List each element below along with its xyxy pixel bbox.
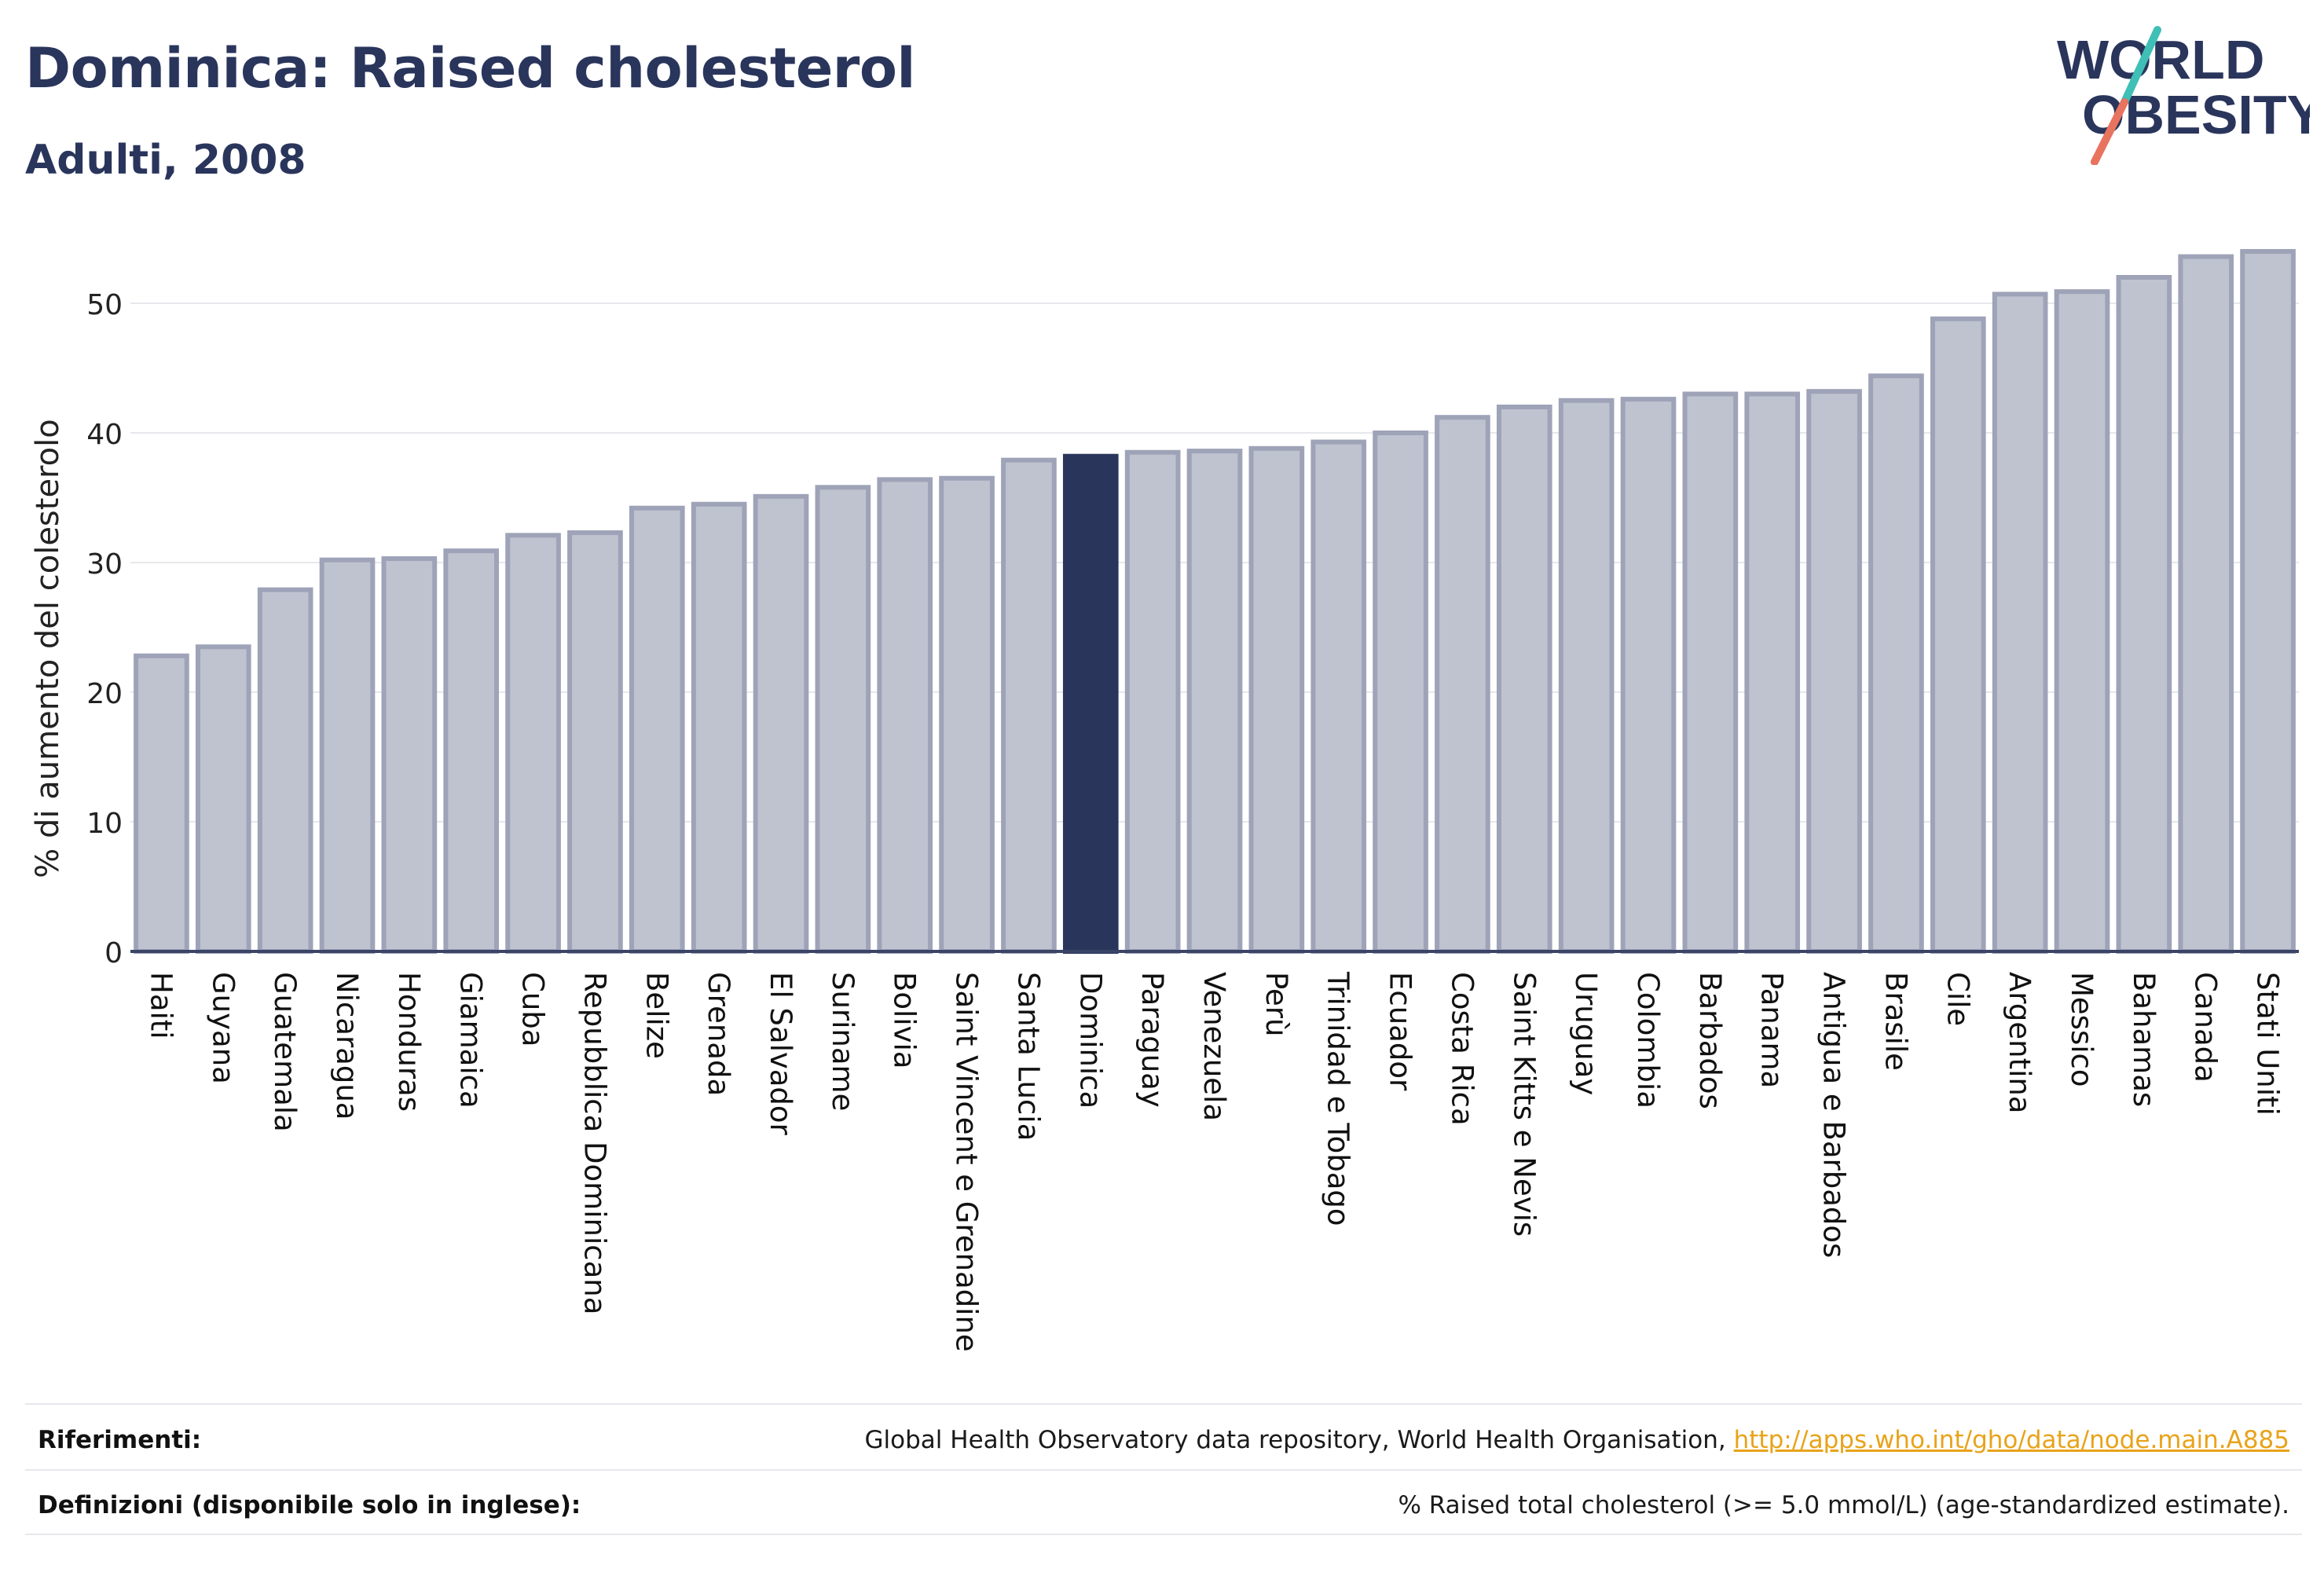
bar <box>2240 249 2296 954</box>
y-tick-label: 10 <box>86 808 123 840</box>
x-tick-label: Barbados <box>1693 972 1727 1109</box>
chart-subtitle: Adulti, 2008 <box>25 137 306 184</box>
bar <box>2116 275 2172 954</box>
footer-divider-middle <box>25 1469 2302 1471</box>
bar <box>567 530 623 954</box>
x-tick-label: Colombia <box>1631 972 1665 1109</box>
bar <box>1310 439 1367 954</box>
bar <box>319 557 376 954</box>
references-label: Riferimenti: <box>38 1426 202 1454</box>
bar <box>1558 398 1615 954</box>
bar <box>1186 449 1243 954</box>
x-tick-label: Venezuela <box>1197 972 1231 1121</box>
logo-word-world: WORLD <box>2057 29 2264 90</box>
x-tick-label: Santa Lucia <box>1011 972 1045 1141</box>
x-tick-label: Giamaica <box>454 972 488 1109</box>
y-axis-title: % di aumento del colesterolo <box>30 419 66 878</box>
bar <box>691 501 747 954</box>
bar <box>1868 373 1924 954</box>
footer-divider-bottom <box>25 1534 2302 1535</box>
bar <box>753 493 809 954</box>
definitions-text: % Raised total cholesterol (>= 5.0 mmol/… <box>1398 1491 2289 1519</box>
x-tick-label: Cile <box>1941 972 1974 1026</box>
x-tick-label: Saint Kitts e Nevis <box>1507 972 1541 1237</box>
bar <box>505 533 561 954</box>
world-obesity-logo: WORLD OBESITY <box>2057 26 2310 165</box>
bar <box>1806 389 1862 954</box>
bar <box>195 644 251 954</box>
x-tick-label: Trinidad e Tobago <box>1321 971 1355 1226</box>
bar <box>1001 457 1057 954</box>
x-tick-label: Canada <box>2189 972 2223 1083</box>
bar <box>1744 391 1801 954</box>
x-tick-label: Uruguay <box>1569 972 1603 1095</box>
bar <box>1435 415 1490 954</box>
bar <box>2054 289 2110 954</box>
bar-highlighted <box>1062 453 1119 954</box>
x-tick-label: Antigua e Barbados <box>1817 972 1851 1258</box>
footer-divider-top <box>25 1403 2302 1405</box>
references-text: Global Health Observatory data repositor… <box>865 1426 2289 1454</box>
bar <box>1930 316 1986 954</box>
bar <box>1496 405 1552 954</box>
x-tick-label: Dominica <box>1073 972 1107 1109</box>
logo-slash-teal <box>2121 26 2161 106</box>
x-tick-label: Costa Rica <box>1445 972 1479 1126</box>
bar <box>1124 449 1181 954</box>
bar <box>1620 397 1677 955</box>
x-tick-label: El Salvador <box>764 972 797 1136</box>
x-tick-label: Cuba <box>516 972 550 1046</box>
bar-chart: 0 10 20 30 40 50 % di aumento del colesterolo H… <box>30 249 2299 1352</box>
logo-slash-coral <box>2091 98 2128 165</box>
bar <box>134 653 189 954</box>
x-tick-label: Panama <box>1755 972 1789 1088</box>
references-link[interactable]: http://apps.who.int/gho/data/node.main.A… <box>1733 1426 2289 1454</box>
y-tick-label: 50 <box>86 289 123 321</box>
x-tick-label: Bolivia <box>888 972 922 1068</box>
bar <box>1248 445 1305 954</box>
x-tick-label: Suriname <box>826 972 860 1111</box>
bar <box>815 485 871 954</box>
y-tick-label: 40 <box>86 419 123 451</box>
y-tick-label: 0 <box>104 937 123 969</box>
bar <box>1682 391 1739 954</box>
definitions-label: Definizioni (disponibile solo in inglese… <box>38 1491 581 1519</box>
bar <box>2178 254 2234 955</box>
x-tick-label: Ecuador <box>1384 972 1417 1091</box>
x-tick-label: Nicaragua <box>330 972 364 1120</box>
bar <box>877 477 933 954</box>
x-tick-label: Paraguay <box>1135 972 1169 1108</box>
x-tick-label: Brasile <box>1879 972 1912 1071</box>
bar <box>939 475 995 954</box>
bar <box>629 505 685 954</box>
bar <box>381 556 438 954</box>
bar <box>1992 291 2048 954</box>
x-tick-label: Honduras <box>392 972 426 1112</box>
x-tick-label: Belize <box>640 972 673 1059</box>
x-tick-label: Saint Vincent e Grenadine <box>950 972 984 1352</box>
x-tick-label: Guatemala <box>268 972 302 1132</box>
y-tick-label: 30 <box>86 548 123 581</box>
bar <box>1373 431 1428 954</box>
x-tick-label: Bahamas <box>2127 972 2161 1107</box>
bar <box>443 548 500 955</box>
x-tick-label: Perù <box>1259 972 1293 1036</box>
x-tick-label: Messico <box>2065 972 2099 1087</box>
x-tick-label: Grenada <box>702 972 735 1096</box>
x-tick-label: Guyana <box>206 972 240 1084</box>
x-tick-label: Repubblica Dominicana <box>577 972 611 1314</box>
bar <box>257 587 313 955</box>
x-tick-label: Argentina <box>2003 972 2036 1113</box>
chart-title: Dominica: Raised cholesterol <box>25 36 915 101</box>
x-tick-label: Haiti <box>144 972 178 1039</box>
references-source: Global Health Observatory data repositor… <box>864 1426 1734 1454</box>
x-tick-label: Stati Uniti <box>2251 972 2285 1116</box>
y-tick-label: 20 <box>86 678 123 710</box>
